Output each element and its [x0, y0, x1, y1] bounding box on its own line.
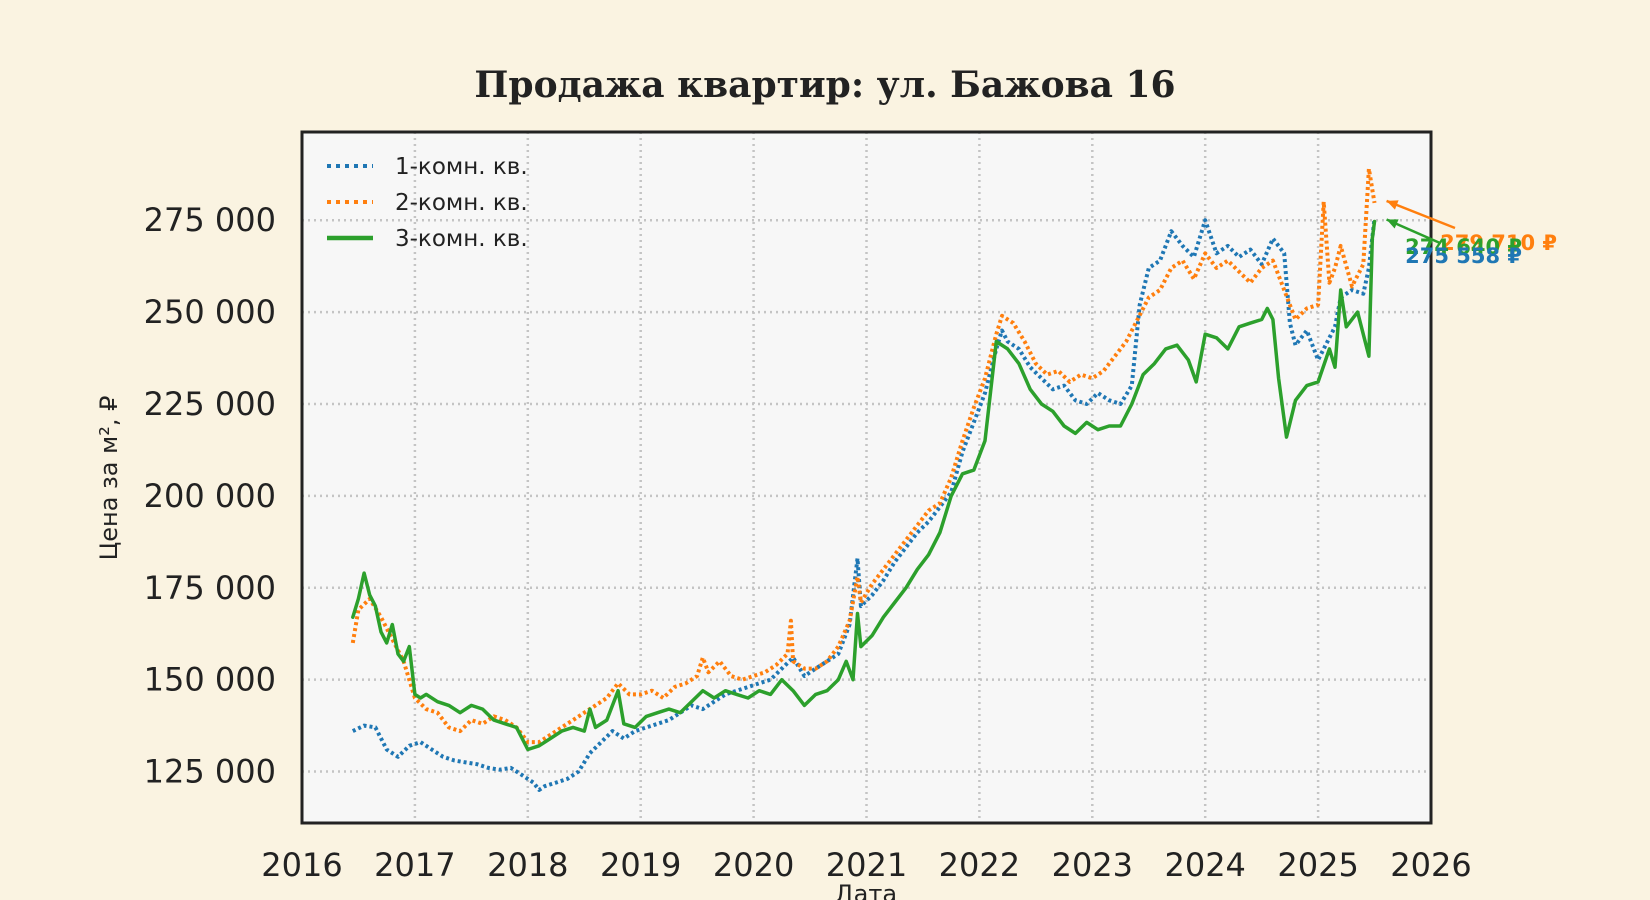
x-tick-label: 2024 [1164, 846, 1245, 884]
y-tick-label: 250 000 [144, 293, 276, 331]
legend: 1-комн. кв. 2-комн. кв. 3-комн. кв. [327, 154, 528, 252]
annotation-arrow-1 [1386, 199, 1456, 230]
y-tick-label: 200 000 [144, 477, 276, 515]
annotation-label-2: 274 640 ₽ [1405, 235, 1522, 259]
annotation-label-3: 275 558 ₽ [1405, 244, 1522, 268]
annotation-label-1: 279 710 ₽ [1440, 231, 1557, 255]
y-tick-label: 150 000 [144, 661, 276, 699]
x-tick-label: 2018 [487, 846, 568, 884]
x-axis: 2016 2017 2018 2019 2020 2021 2022 2023 2024 2025… [261, 846, 1471, 884]
series-line-3 [351, 219, 1377, 752]
legend-label-1: 1-комн. кв. [395, 154, 528, 180]
legend-label-3: 3-комн. кв. [395, 226, 528, 252]
x-tick-label: 2022 [939, 846, 1020, 884]
annotation-arrowhead-1 [1386, 200, 1399, 210]
y-tick-label: 125 000 [144, 753, 276, 791]
annotations: 279 710 ₽274 640 ₽275 558 ₽ [1386, 199, 1557, 268]
x-tick-label: 2016 [261, 846, 342, 884]
y-tick-label: 175 000 [144, 569, 276, 607]
x-tick-label: 2021 [826, 846, 907, 884]
y-tick-label: 225 000 [144, 385, 276, 423]
x-tick-label: 2026 [1390, 846, 1471, 884]
y-axis-label: Цена за м², ₽ [95, 396, 123, 561]
y-tick-label: 275 000 [144, 201, 276, 239]
chart-title: Продажа квартир: ул. Бажова 16 [474, 64, 1175, 106]
x-tick-label: 2020 [713, 846, 794, 884]
plot-frame [300, 130, 1433, 825]
x-tick-label: 2019 [600, 846, 681, 884]
x-tick-label: 2017 [374, 846, 455, 884]
annotation-arrowhead-2 [1386, 219, 1399, 229]
x-axis-label: Дата [835, 880, 897, 900]
x-tick-label: 2023 [1052, 846, 1133, 884]
y-axis: 125 000 150 000 175 000 200 000 225 000 250 0… [144, 201, 276, 790]
grid-lines [302, 132, 1431, 823]
x-tick-label: 2025 [1277, 846, 1358, 884]
legend-label-2: 2-комн. кв. [395, 190, 528, 216]
series-layer [350, 166, 1377, 792]
